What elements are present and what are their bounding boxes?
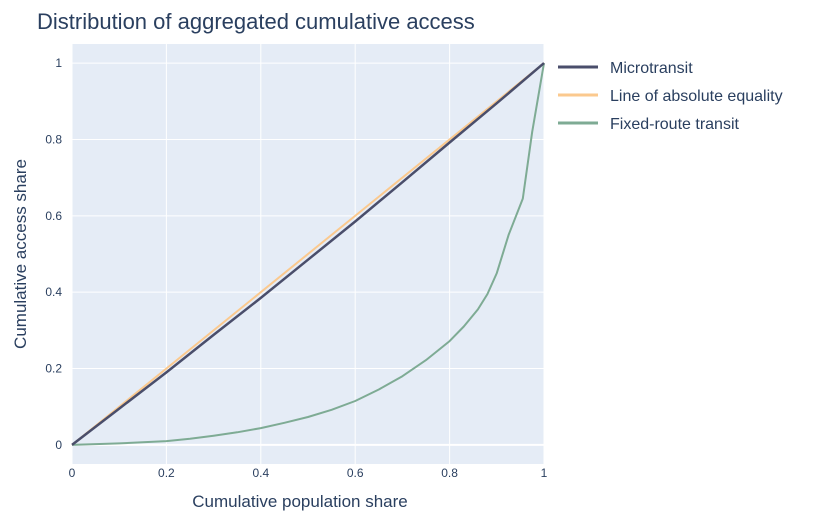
series-lines (71, 62, 545, 446)
y-axis-title: Cumulative access share (11, 159, 30, 349)
x-axis-title: Cumulative population share (192, 492, 407, 511)
legend-label: Line of absolute equality (610, 88, 783, 105)
chart-title: Distribution of aggregated cumulative ac… (37, 9, 475, 34)
x-tick-label: 0.4 (252, 466, 269, 480)
legend-item[interactable]: Fixed-route transit (558, 116, 739, 133)
legend-item[interactable]: Line of absolute equality (558, 88, 783, 105)
x-tick-label: 0.6 (347, 466, 364, 480)
series-line-fixed-route-transit (71, 62, 545, 446)
legend-label: Fixed-route transit (610, 116, 739, 133)
x-tick-label: 0 (69, 466, 76, 480)
y-tick-label: 0.6 (45, 209, 62, 223)
y-tick-label: 0.2 (45, 362, 62, 376)
legend-item[interactable]: Microtransit (558, 60, 693, 77)
series-line-line-of-absolute-equality (71, 62, 545, 446)
x-tick-label: 0.2 (158, 466, 175, 480)
legend: Microtransit Line of absolute equality Fix… (558, 60, 783, 133)
series-line-microtransit (71, 62, 545, 446)
x-tick-label: 0.8 (441, 466, 458, 480)
y-tick-label: 0.8 (45, 132, 62, 146)
grid-lines (71, 44, 545, 464)
x-tick-label: 1 (541, 466, 548, 480)
y-tick-label: 0.4 (45, 285, 62, 299)
y-tick-label: 0 (55, 438, 62, 452)
y-tick-label: 1 (55, 56, 62, 70)
tick-labels: 0 0.2 0.4 0.6 0.8 1 0 0.2 0.4 0.6 0.8 1 (45, 56, 547, 480)
legend-label: Microtransit (610, 60, 693, 77)
